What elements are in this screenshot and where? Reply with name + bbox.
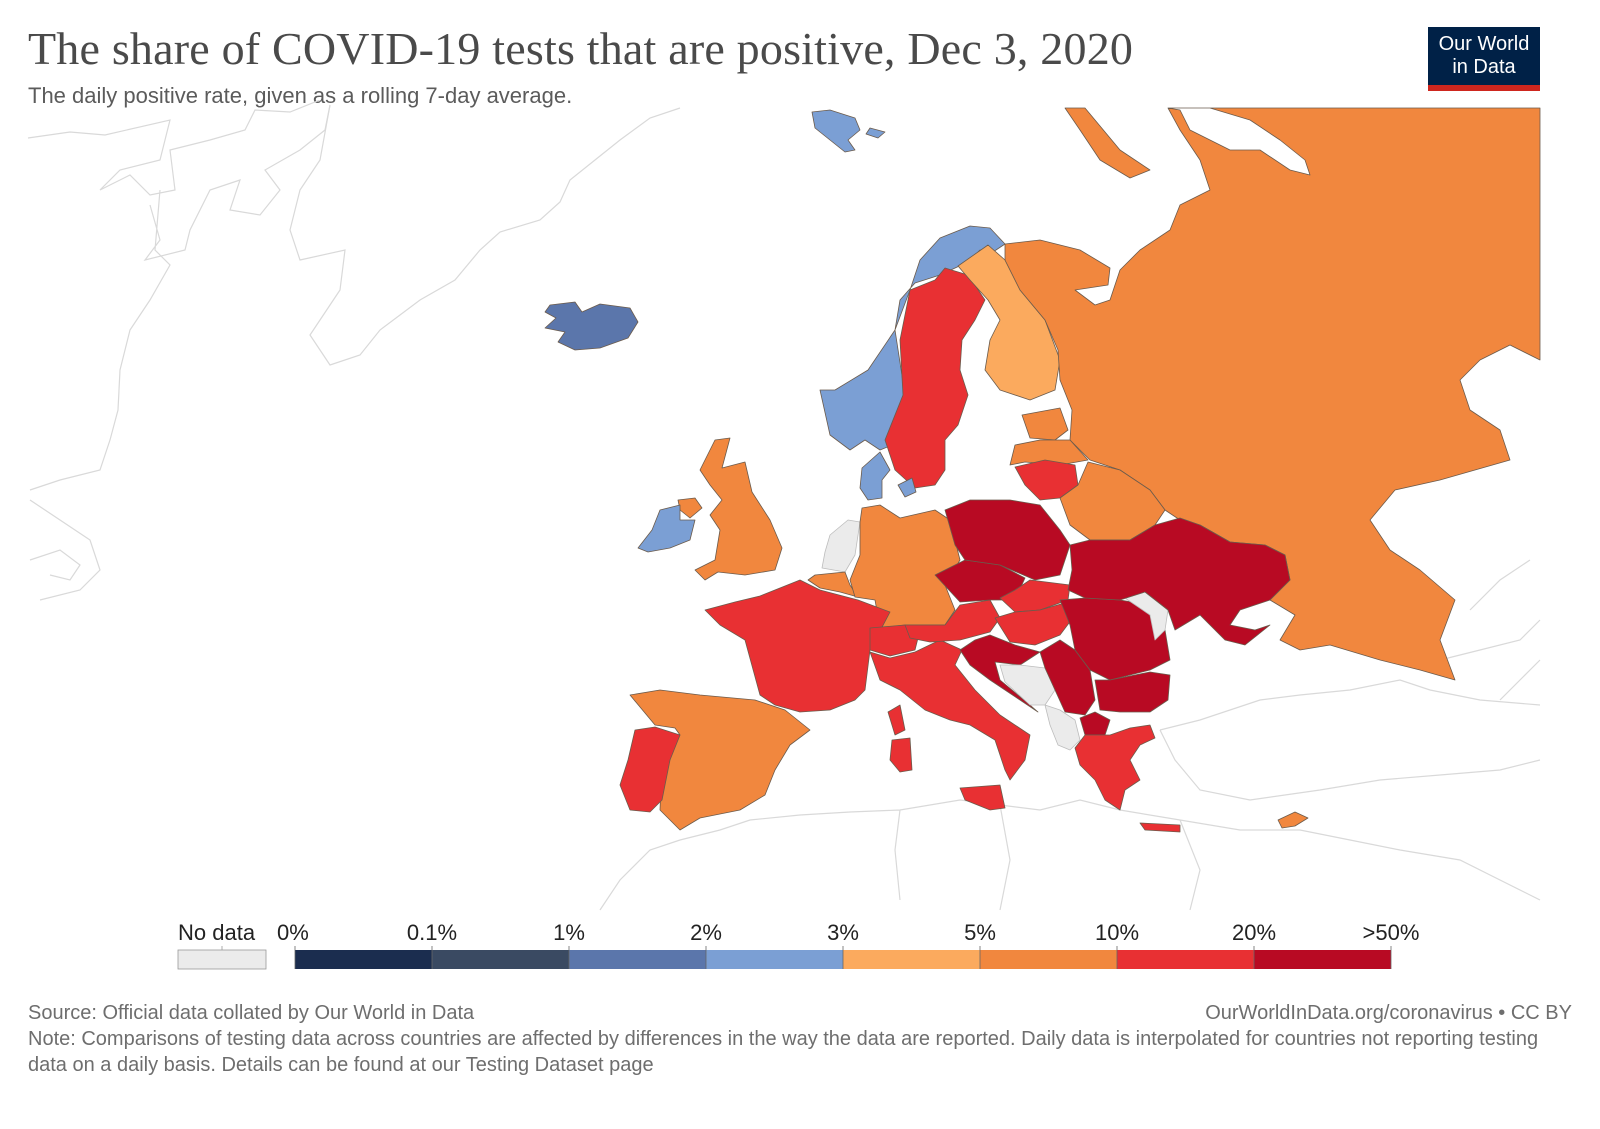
legend-tick-label: 2%	[690, 920, 722, 945]
legend-tick-label: 0.1%	[407, 920, 457, 945]
country-belgium[interactable]	[807, 571, 859, 598]
color-legend: No data 0% 0.1% 1% 2% 3% 5% 10% 20% >50%	[177, 920, 1419, 970]
turkey-outline	[1159, 679, 1541, 801]
country-france[interactable]	[704, 579, 891, 713]
greenland-outline	[27, 100, 331, 491]
country-svalbard[interactable]	[811, 109, 886, 153]
chart-title: The share of COVID-19 tests that are pos…	[28, 23, 1134, 74]
legend-tick-label: 0%	[277, 920, 309, 945]
legend-tick-label: >50%	[1363, 920, 1420, 945]
countries	[544, 107, 1541, 833]
country-estonia[interactable]	[1021, 407, 1069, 441]
country-bulgaria[interactable]	[1094, 671, 1171, 713]
country-russia[interactable]	[1004, 107, 1541, 681]
country-austria[interactable]	[904, 599, 1001, 643]
country-bosnia[interactable]	[999, 664, 1056, 706]
country-cyprus[interactable]	[1277, 811, 1309, 829]
legend-bin-swatch	[706, 950, 843, 969]
legend-bin-swatch	[295, 950, 432, 969]
europe-map	[27, 100, 1541, 911]
chart-subtitle: The daily positive rate, given as a roll…	[28, 83, 573, 108]
legend-bin-swatch	[1117, 950, 1254, 969]
legend-bin-swatch	[980, 950, 1117, 969]
country-latvia[interactable]	[1009, 439, 1089, 466]
country-ireland[interactable]	[637, 504, 696, 553]
legend-bin-swatch	[569, 950, 706, 969]
country-greece[interactable]	[1074, 724, 1181, 833]
legend-tick-label: 10%	[1095, 920, 1139, 945]
legend-bin-swatch	[843, 950, 980, 969]
country-sweden[interactable]	[884, 267, 986, 489]
footer: Source: Official data collated by Our Wo…	[28, 1000, 1572, 1078]
country-belarus[interactable]	[1059, 461, 1166, 541]
country-iceland[interactable]	[544, 301, 639, 351]
legend-ticks: 0% 0.1% 1% 2% 3% 5% 10% 20% >50%	[277, 920, 1419, 969]
legend-bin-swatch	[1254, 950, 1391, 969]
country-croatia[interactable]	[959, 634, 1041, 713]
greenland-east-coast	[289, 104, 681, 366]
country-denmark[interactable]	[859, 451, 917, 501]
country-netherlands[interactable]	[821, 519, 861, 573]
country-north-macedonia[interactable]	[1079, 711, 1111, 736]
country-ukraine[interactable]	[1067, 517, 1291, 646]
credit-link[interactable]: OurWorldInData.org/coronavirus • CC BY	[1205, 1002, 1572, 1024]
country-poland[interactable]	[944, 499, 1071, 581]
legend-tick-label: 5%	[964, 920, 996, 945]
logo-line-1: Our World	[1438, 33, 1530, 55]
legend-bin-swatch	[432, 950, 569, 969]
legend-bins	[295, 950, 1391, 969]
note-text: Note: Comparisons of testing data across…	[28, 1028, 1539, 1076]
labrador-outline	[29, 499, 101, 601]
country-italy[interactable]	[869, 639, 1031, 811]
legend-tick-label: 20%	[1232, 920, 1276, 945]
owid-logo[interactable]: Our World in Data	[1428, 27, 1540, 91]
logo-line-2: in Data	[1452, 56, 1516, 78]
legend-no-data-label: No data	[178, 920, 256, 945]
caucasus-outline	[1439, 559, 1541, 701]
legend-tick-label: 3%	[827, 920, 859, 945]
logo-accent-bar	[1428, 85, 1540, 91]
country-united-kingdom[interactable]	[677, 437, 783, 581]
legend-tick-label: 1%	[553, 920, 585, 945]
legend-no-data-swatch	[177, 949, 267, 970]
country-albania[interactable]	[1044, 704, 1081, 751]
north-africa-outline	[599, 799, 1541, 911]
country-norway[interactable]	[819, 225, 1006, 451]
source-text: Source: Official data collated by Our Wo…	[28, 1002, 475, 1024]
country-portugal[interactable]	[619, 726, 681, 813]
